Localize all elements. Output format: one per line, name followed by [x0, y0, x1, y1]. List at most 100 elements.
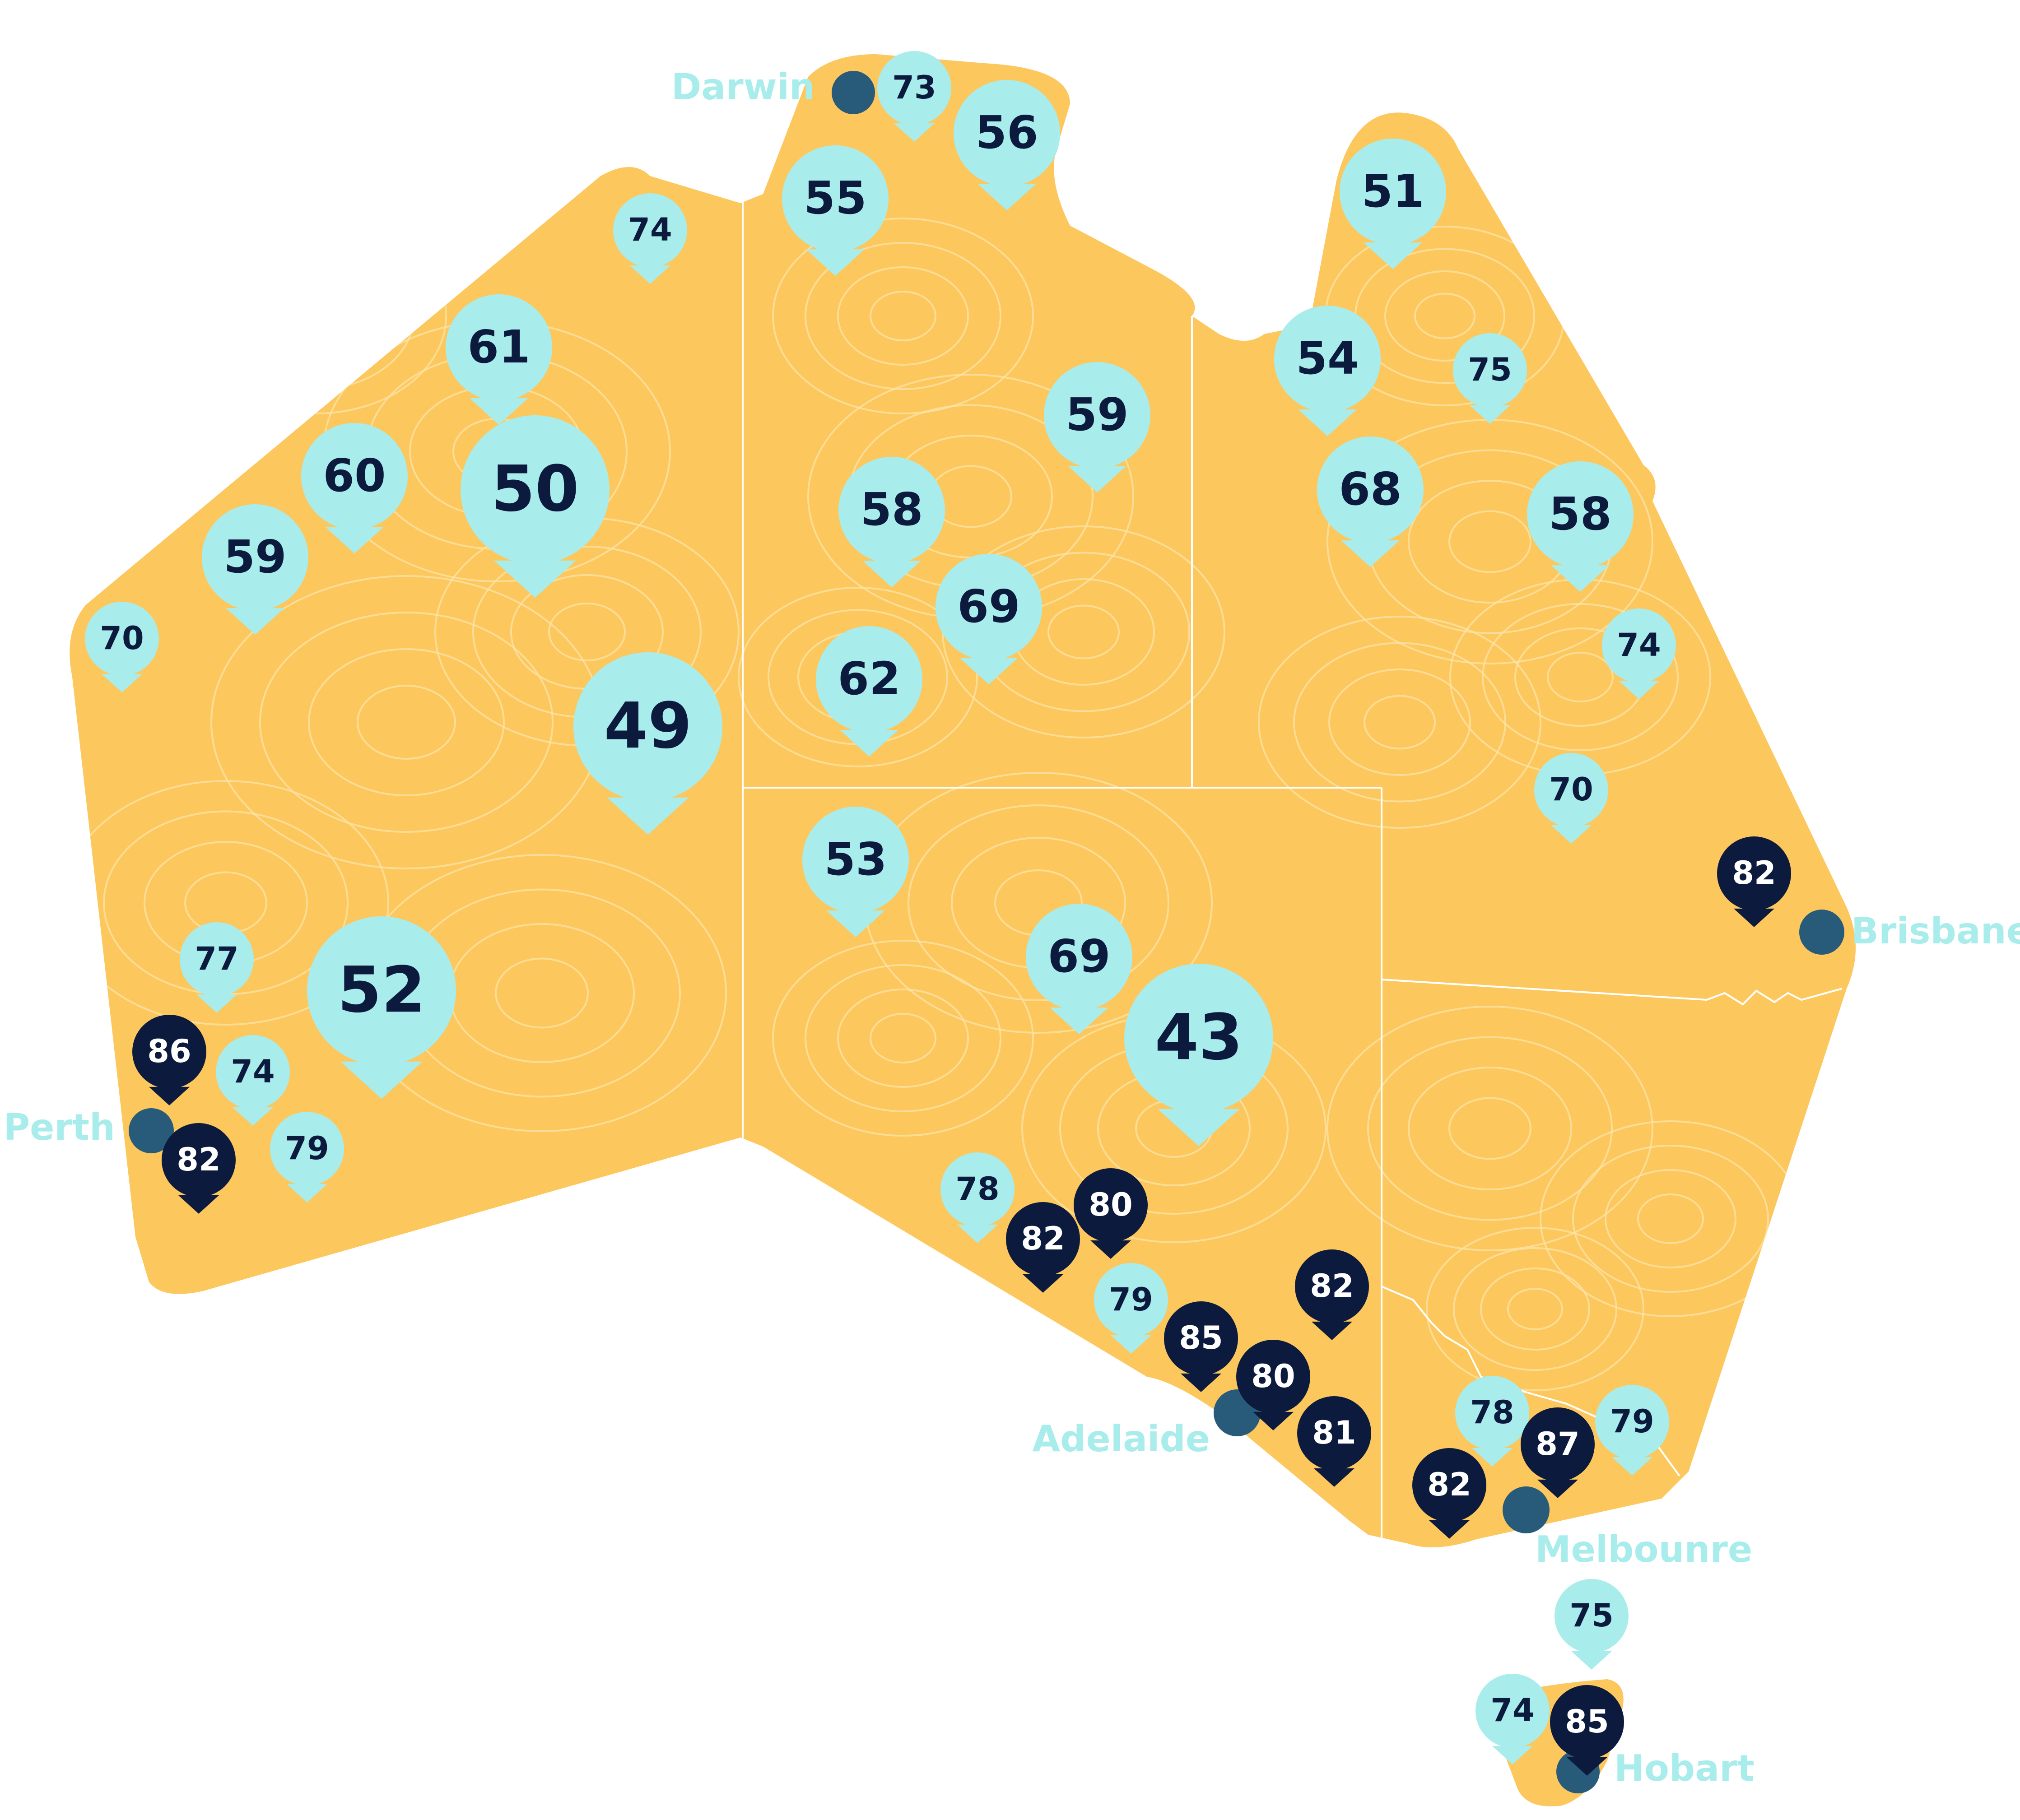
marker-pointer: [1252, 1411, 1294, 1430]
score-marker: 49: [573, 652, 722, 835]
marker-bubble: [1094, 1263, 1168, 1337]
marker-value: 58: [860, 483, 923, 536]
score-marker: 43: [1124, 964, 1273, 1147]
score-marker: 79: [1094, 1263, 1168, 1354]
score-marker: 59: [202, 504, 308, 635]
marker-pointer: [470, 398, 528, 425]
score-marker: 74: [1475, 1674, 1550, 1764]
marker-value: 82: [177, 1141, 220, 1178]
marker-value: 74: [231, 1053, 275, 1090]
score-marker: 82: [1006, 1202, 1080, 1293]
score-marker: 78: [940, 1152, 1015, 1243]
marker-pointer: [1180, 1373, 1222, 1392]
marker-bubble: [940, 1152, 1015, 1226]
marker-bubble: [1717, 836, 1791, 910]
score-marker: 79: [270, 1112, 344, 1202]
score-marker: 54: [1274, 306, 1381, 436]
marker-bubble: [446, 294, 552, 401]
marker-bubble: [1317, 436, 1424, 543]
score-marker: 87: [1521, 1407, 1595, 1498]
marker-bubble: [1602, 608, 1676, 682]
marker-pointer: [101, 673, 143, 692]
score-marker: 52: [307, 916, 456, 1099]
marker-bubble: [1340, 139, 1446, 245]
city-label-perth: Perth: [3, 1106, 115, 1148]
score-marker: 82: [1717, 836, 1791, 927]
marker-value: 82: [1732, 854, 1776, 891]
marker-bubble: [1534, 753, 1608, 827]
marker-pointer: [325, 527, 384, 554]
marker-pointer: [1611, 1457, 1653, 1476]
marker-bubble: [573, 652, 722, 801]
score-markers: 73 56 55 74 61 60 50 59 70 49 58 69 62 59 51 54 75 68 58 74…: [85, 51, 1791, 1776]
marker-value: 59: [1066, 388, 1128, 441]
marker-pointer: [1429, 1520, 1470, 1539]
marker-pointer: [1022, 1274, 1064, 1293]
marker-value: 62: [838, 652, 900, 705]
marker-pointer: [1492, 1746, 1533, 1764]
marker-value: 78: [1470, 1394, 1514, 1431]
marker-pointer: [226, 608, 284, 635]
marker-pointer: [957, 1224, 998, 1243]
marker-pointer: [607, 797, 689, 835]
score-marker: 81: [1297, 1396, 1371, 1487]
marker-bubble: [1595, 1385, 1669, 1459]
marker-bubble: [1527, 461, 1634, 568]
marker-pointer: [894, 123, 935, 142]
marker-value: 59: [223, 530, 286, 583]
score-marker: 69: [936, 554, 1042, 685]
marker-value: 70: [100, 620, 144, 657]
score-marker: 58: [838, 457, 945, 588]
marker-bubble: [1412, 1448, 1486, 1522]
marker-pointer: [826, 910, 885, 938]
marker-value: 69: [957, 580, 1020, 633]
marker-value: 49: [604, 689, 692, 763]
city-dot-brisbane: [1799, 910, 1844, 955]
cities: Darwin Brisbane Perth Adelaide Melbounre…: [3, 66, 2020, 1793]
marker-value: 53: [824, 833, 887, 886]
score-marker: 74: [613, 193, 687, 284]
score-marker: 73: [877, 51, 951, 142]
marker-pointer: [1313, 1468, 1355, 1487]
marker-pointer: [806, 249, 865, 276]
marker-pointer: [1550, 825, 1592, 844]
marker-bubble: [132, 1015, 206, 1089]
marker-pointer: [232, 1107, 274, 1126]
marker-value: 82: [1310, 1268, 1354, 1305]
marker-value: 55: [804, 172, 866, 224]
marker-pointer: [1311, 1321, 1353, 1340]
marker-value: 79: [1610, 1403, 1654, 1440]
score-marker: 55: [782, 145, 889, 276]
marker-value: 85: [1179, 1319, 1223, 1356]
marker-value: 75: [1569, 1597, 1613, 1634]
score-marker: 85: [1550, 1685, 1624, 1776]
marker-pointer: [1158, 1109, 1240, 1147]
marker-value: 81: [1312, 1414, 1356, 1451]
marker-value: 52: [338, 953, 426, 1027]
marker-value: 50: [491, 452, 579, 526]
score-marker: 61: [446, 294, 552, 425]
marker-value: 87: [1536, 1425, 1579, 1462]
city-dot-darwin: [832, 71, 875, 114]
marker-bubble: [936, 554, 1042, 660]
marker-bubble: [162, 1123, 236, 1197]
score-marker: 75: [1453, 333, 1527, 424]
score-marker: 53: [802, 807, 909, 938]
score-marker: 79: [1595, 1385, 1669, 1476]
marker-bubble: [1044, 362, 1150, 469]
marker-value: 74: [628, 211, 672, 248]
marker-pointer: [840, 730, 898, 757]
marker-pointer: [862, 561, 921, 588]
marker-bubble: [1295, 1249, 1369, 1323]
marker-value: 54: [1296, 332, 1359, 385]
score-marker: 86: [132, 1015, 206, 1105]
marker-bubble: [1453, 333, 1527, 407]
marker-pointer: [1618, 680, 1660, 699]
marker-pointer: [1110, 1335, 1152, 1354]
marker-bubble: [838, 457, 945, 563]
marker-value: 60: [323, 449, 386, 502]
marker-value: 80: [1089, 1186, 1132, 1223]
marker-value: 74: [1490, 1692, 1534, 1729]
score-marker: 78: [1455, 1376, 1529, 1467]
marker-pointer: [1364, 242, 1422, 269]
